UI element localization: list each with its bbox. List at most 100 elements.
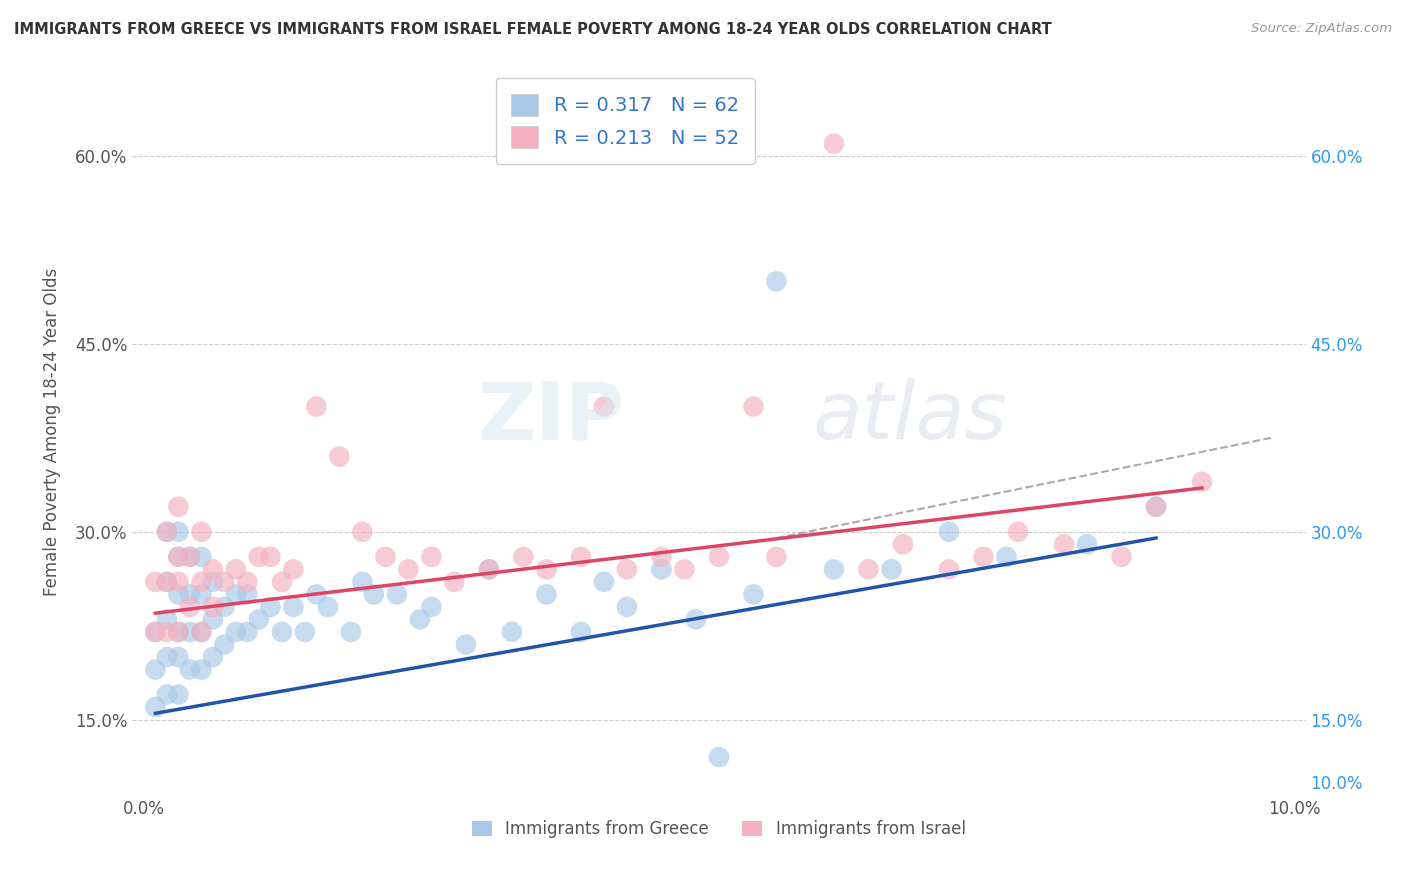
Point (420, 599, 443, 614)
Point (156, 524, 179, 539)
Point (201, 650, 224, 665)
Point (316, 599, 339, 614)
Text: Source: ZipAtlas.com: Source: ZipAtlas.com (1251, 22, 1392, 36)
Point (340, 624, 363, 639)
Point (823, 562, 845, 576)
Point (650, 562, 672, 576)
Point (352, 574, 374, 589)
Point (225, 587, 247, 601)
Point (270, 574, 292, 589)
Point (190, 587, 212, 601)
Point (179, 587, 201, 601)
Legend: Immigrants from Greece, Immigrants from Israel: Immigrants from Greece, Immigrants from … (465, 814, 973, 845)
Point (201, 612, 224, 626)
Point (1007, 524, 1029, 539)
Point (443, 574, 465, 589)
Point (765, 549, 787, 564)
Point (858, 562, 880, 576)
Point (536, 562, 558, 576)
Text: atlas: atlas (813, 378, 1008, 456)
Point (1111, 549, 1133, 564)
Point (145, 700, 167, 714)
Point (167, 574, 190, 589)
Point (190, 524, 212, 539)
Point (179, 549, 201, 564)
Point (270, 624, 292, 639)
Point (569, 624, 592, 639)
Point (201, 562, 224, 576)
Point (305, 400, 328, 414)
Point (190, 624, 212, 639)
Point (201, 599, 224, 614)
Point (409, 612, 432, 626)
Point (880, 562, 903, 576)
Point (512, 549, 534, 564)
Point (593, 400, 616, 414)
Point (156, 574, 179, 589)
Point (1191, 475, 1213, 489)
Point (1144, 500, 1167, 514)
Point (536, 587, 558, 601)
Point (742, 587, 765, 601)
Text: ZIP: ZIP (478, 378, 626, 456)
Point (478, 562, 501, 576)
Point (352, 524, 374, 539)
Point (156, 688, 179, 702)
Point (385, 587, 408, 601)
Point (190, 663, 212, 677)
Point (891, 537, 914, 551)
Point (247, 549, 270, 564)
Point (190, 624, 212, 639)
Point (214, 574, 236, 589)
Point (616, 562, 638, 576)
Point (190, 574, 212, 589)
Point (707, 549, 730, 564)
Point (156, 650, 179, 665)
Point (328, 450, 350, 464)
Point (156, 574, 179, 589)
Point (167, 624, 190, 639)
Point (167, 549, 190, 564)
Point (259, 599, 281, 614)
Point (214, 637, 236, 651)
Point (995, 549, 1018, 564)
Point (305, 587, 328, 601)
Point (363, 587, 385, 601)
Point (294, 624, 316, 639)
Point (283, 562, 305, 576)
Point (247, 612, 270, 626)
Point (742, 400, 765, 414)
Point (167, 587, 190, 601)
Point (283, 599, 305, 614)
Point (167, 650, 190, 665)
Point (179, 624, 201, 639)
Point (685, 612, 707, 626)
Point (145, 624, 167, 639)
Point (569, 549, 592, 564)
Point (707, 750, 730, 764)
Point (765, 274, 787, 288)
Text: IMMIGRANTS FROM GREECE VS IMMIGRANTS FROM ISRAEL FEMALE POVERTY AMONG 18-24 YEAR: IMMIGRANTS FROM GREECE VS IMMIGRANTS FRO… (14, 22, 1052, 37)
Point (616, 599, 638, 614)
Point (650, 549, 672, 564)
Point (501, 624, 523, 639)
Point (938, 524, 960, 539)
Point (225, 562, 247, 576)
Point (1144, 500, 1167, 514)
Point (179, 663, 201, 677)
Point (190, 549, 212, 564)
Point (167, 624, 190, 639)
Point (156, 524, 179, 539)
Point (478, 562, 501, 576)
Point (1076, 537, 1098, 551)
Y-axis label: Female Poverty Among 18-24 Year Olds: Female Poverty Among 18-24 Year Olds (44, 268, 60, 596)
Point (420, 549, 443, 564)
Point (374, 549, 396, 564)
Point (396, 562, 419, 576)
Point (225, 624, 247, 639)
Point (915, 800, 938, 814)
Point (593, 574, 616, 589)
Point (823, 136, 845, 151)
Point (167, 500, 190, 514)
Point (236, 574, 259, 589)
